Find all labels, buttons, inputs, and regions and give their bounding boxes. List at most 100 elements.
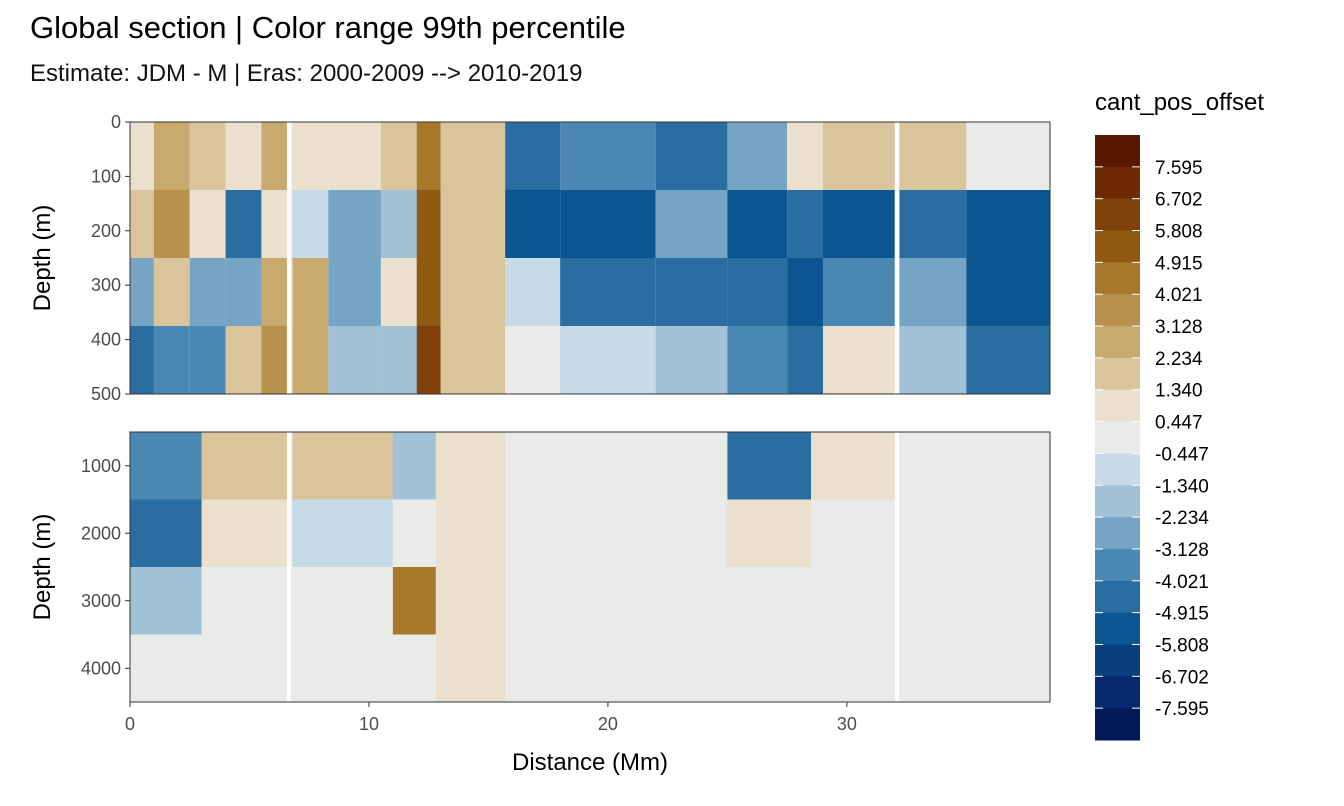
- legend-swatch: [1095, 230, 1140, 263]
- upper-data-cell: [225, 122, 262, 190]
- lower-data-cell: [727, 634, 812, 702]
- upper-data-cell: [727, 326, 788, 394]
- lower-data-cell: [435, 499, 506, 567]
- lower-data-cell: [727, 567, 812, 635]
- lower-data-cell: [505, 567, 728, 635]
- upper-data-cell: [787, 190, 823, 258]
- upper-data-cell: [328, 190, 381, 258]
- lower-data-cell: [392, 432, 436, 500]
- lower-data-cell: [899, 432, 1050, 500]
- lower-panel-border: [129, 431, 1051, 703]
- lower-data-cell: [899, 634, 1050, 702]
- upper-data-cell: [899, 326, 967, 394]
- upper-panel: [129, 121, 1051, 395]
- legend-label: -7.595: [1155, 699, 1209, 720]
- upper-data-cell: [727, 258, 788, 326]
- legend-swatch: [1095, 453, 1140, 486]
- lower-data-cell: [130, 499, 202, 567]
- lower-data-cell: [130, 432, 202, 500]
- lower-data-cell: [130, 567, 202, 635]
- upper-data-cell: [225, 326, 262, 394]
- lower-data-cell: [201, 432, 288, 500]
- lower-data-cell: [435, 432, 506, 500]
- legend-label: 4.915: [1155, 253, 1203, 274]
- legend-label: -5.808: [1155, 635, 1209, 656]
- upper-data-cell: [225, 190, 262, 258]
- lower-data-cell: [435, 634, 506, 702]
- upper-data-cell: [727, 190, 788, 258]
- upper-data-cell: [130, 122, 154, 190]
- upper-data-cell: [655, 326, 728, 394]
- lower-data-cell: [292, 634, 393, 702]
- upper-data-cell: [261, 326, 288, 394]
- upper-data-cell: [130, 326, 154, 394]
- upper-data-cell: [225, 258, 262, 326]
- legend-swatch: [1095, 135, 1140, 168]
- legend-swatch: [1095, 517, 1140, 550]
- upper-data-cell: [505, 258, 561, 326]
- upper-data-cell: [292, 326, 329, 394]
- x-tick-label: 20: [598, 714, 618, 734]
- legend-label: 3.128: [1155, 317, 1203, 338]
- legend-label: -1.340: [1155, 476, 1209, 497]
- legend-label: -3.128: [1155, 540, 1209, 561]
- lower-data-cell: [505, 432, 728, 500]
- upper-data-cell: [189, 326, 226, 394]
- chart-title: Global section | Color range 99th percen…: [30, 10, 626, 45]
- lower-data-cell: [727, 499, 812, 567]
- lower-data-cell: [505, 634, 728, 702]
- lower-y-axis-label: Depth (m): [29, 514, 56, 621]
- legend-label: 1.340: [1155, 381, 1203, 402]
- lower-data-cell: [392, 499, 436, 567]
- upper-data-cell: [261, 190, 288, 258]
- legend-label: -6.702: [1155, 667, 1209, 688]
- legend-label: 7.595: [1155, 158, 1203, 179]
- upper-data-cell: [328, 326, 381, 394]
- lower-data-cell: [292, 499, 393, 567]
- upper-data-cell: [440, 326, 506, 394]
- lower-data-cell: [727, 432, 812, 500]
- legend-label: 5.808: [1155, 222, 1203, 243]
- lower-data-cell: [292, 432, 393, 500]
- upper-data-cell: [440, 258, 506, 326]
- upper-data-cell: [328, 258, 381, 326]
- lower-data-cell: [899, 499, 1050, 567]
- upper-data-cell: [153, 190, 190, 258]
- x-tick-label: 30: [837, 714, 857, 734]
- legend-swatch: [1095, 644, 1140, 677]
- lower-data-cell: [201, 499, 288, 567]
- lower-data-cell: [435, 567, 506, 635]
- lower-data-gap: [895, 432, 900, 702]
- upper-y-tick-label: 0: [111, 112, 121, 132]
- upper-data-cell: [153, 122, 190, 190]
- upper-data-cell: [822, 258, 895, 326]
- upper-data-cell: [899, 190, 967, 258]
- upper-data-cell: [505, 122, 561, 190]
- lower-data-cell: [130, 634, 202, 702]
- x-tick-label: 10: [359, 714, 379, 734]
- upper-data-cell: [560, 258, 656, 326]
- upper-data-cell: [727, 122, 788, 190]
- legend-swatch: [1095, 708, 1140, 741]
- lower-data-cell: [201, 634, 288, 702]
- legend-label: 0.447: [1155, 413, 1203, 434]
- legend-swatch: [1095, 294, 1140, 327]
- upper-y-tick-label: 300: [91, 275, 121, 295]
- upper-data-cell: [189, 190, 226, 258]
- upper-data-cell: [966, 326, 1050, 394]
- x-axis-label: Distance (Mm): [512, 749, 668, 776]
- legend-swatch: [1095, 326, 1140, 359]
- upper-panel-border: [129, 121, 1051, 395]
- upper-data-cell: [787, 326, 823, 394]
- upper-data-cell: [328, 122, 381, 190]
- legend-label: 4.021: [1155, 285, 1203, 306]
- legend-swatch: [1095, 580, 1140, 614]
- upper-data-cell: [822, 190, 895, 258]
- legend-swatch: [1095, 389, 1140, 423]
- upper-data-cell: [655, 258, 728, 326]
- legend-swatch: [1095, 676, 1140, 709]
- lower-y-tick-label: 4000: [81, 658, 121, 678]
- lower-y-tick-label: 2000: [81, 523, 121, 543]
- legend-label: -4.915: [1155, 604, 1209, 625]
